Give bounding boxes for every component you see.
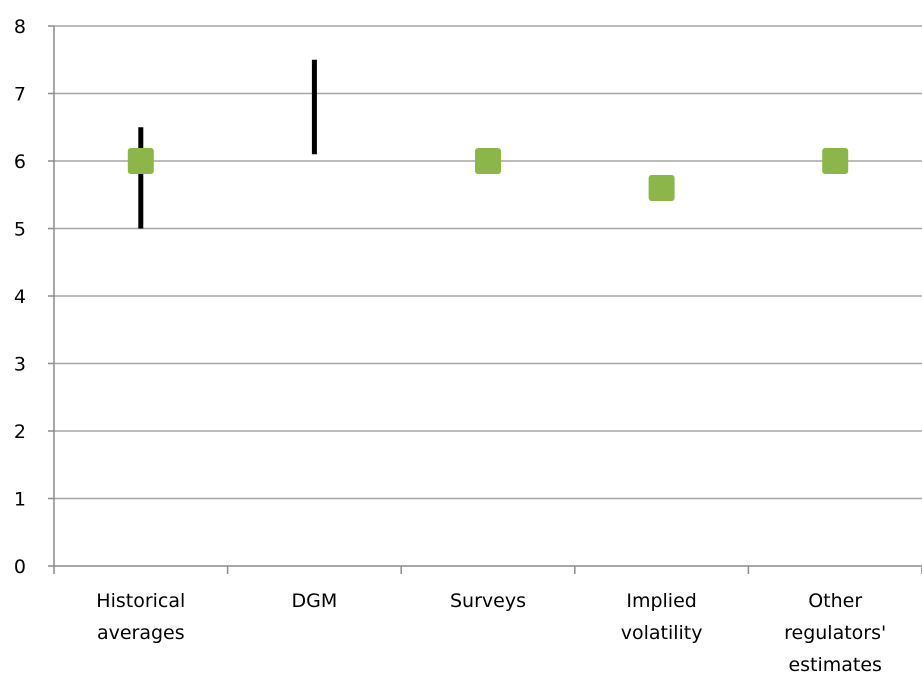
- x-category-label: Surveys: [450, 590, 526, 612]
- data-point-marker: [127, 148, 154, 174]
- data-point-marker: [822, 148, 849, 174]
- x-axis-category-labels: Historical averages DGM Surveys Implied volat…: [96, 590, 886, 673]
- y-tick-label: 8: [14, 16, 26, 38]
- data-point-marker: [648, 175, 675, 201]
- x-category-label: DGM: [292, 590, 338, 612]
- y-tick-label: 4: [14, 286, 26, 308]
- data-points: [127, 148, 849, 201]
- x-category-label: Implied volatility: [621, 590, 703, 644]
- x-category-label: Other regulators' estimates: [784, 590, 886, 673]
- axes: [48, 25, 922, 574]
- y-axis-tick-labels: 0 1 2 3 4 5 6 7 8: [14, 16, 26, 578]
- y-tick-label: 3: [14, 354, 26, 376]
- y-tick-label: 2: [14, 421, 26, 443]
- y-tick-label: 6: [14, 151, 26, 173]
- y-tick-label: 5: [14, 219, 26, 241]
- gridlines: [54, 25, 922, 500]
- y-tick-label: 0: [14, 556, 26, 578]
- range-bars: [138, 59, 317, 229]
- data-point-marker: [475, 148, 501, 174]
- x-category-label: Historical averages: [96, 590, 185, 644]
- y-tick-label: 1: [14, 489, 26, 511]
- y-tick-label: 7: [14, 84, 26, 106]
